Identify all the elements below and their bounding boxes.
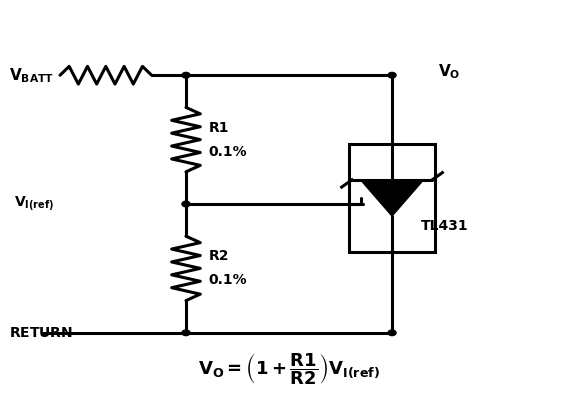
Text: $\mathbf{V_{I(ref)}}$: $\mathbf{V_{I(ref)}}$ [14, 195, 54, 213]
Circle shape [388, 72, 396, 78]
Text: $\mathbf{RETURN}$: $\mathbf{RETURN}$ [9, 326, 72, 340]
Polygon shape [361, 180, 424, 216]
Text: $\mathbf{V_O}$: $\mathbf{V_O}$ [438, 62, 460, 80]
Text: $\mathbf{V_O = \left(1 + \dfrac{R1}{R2}\right) V_{I(ref)}}$: $\mathbf{V_O = \left(1 + \dfrac{R1}{R2}\… [198, 351, 380, 387]
Circle shape [182, 72, 190, 78]
Circle shape [388, 330, 396, 336]
Text: 0.1%: 0.1% [209, 145, 247, 159]
Text: R1: R1 [209, 120, 229, 135]
Text: TL431: TL431 [421, 219, 468, 233]
Text: R2: R2 [209, 249, 229, 263]
Circle shape [182, 201, 190, 207]
Bar [349, 144, 435, 252]
Circle shape [182, 330, 190, 336]
Text: $\mathbf{V_{BATT}}$: $\mathbf{V_{BATT}}$ [9, 66, 53, 84]
Text: 0.1%: 0.1% [209, 273, 247, 288]
